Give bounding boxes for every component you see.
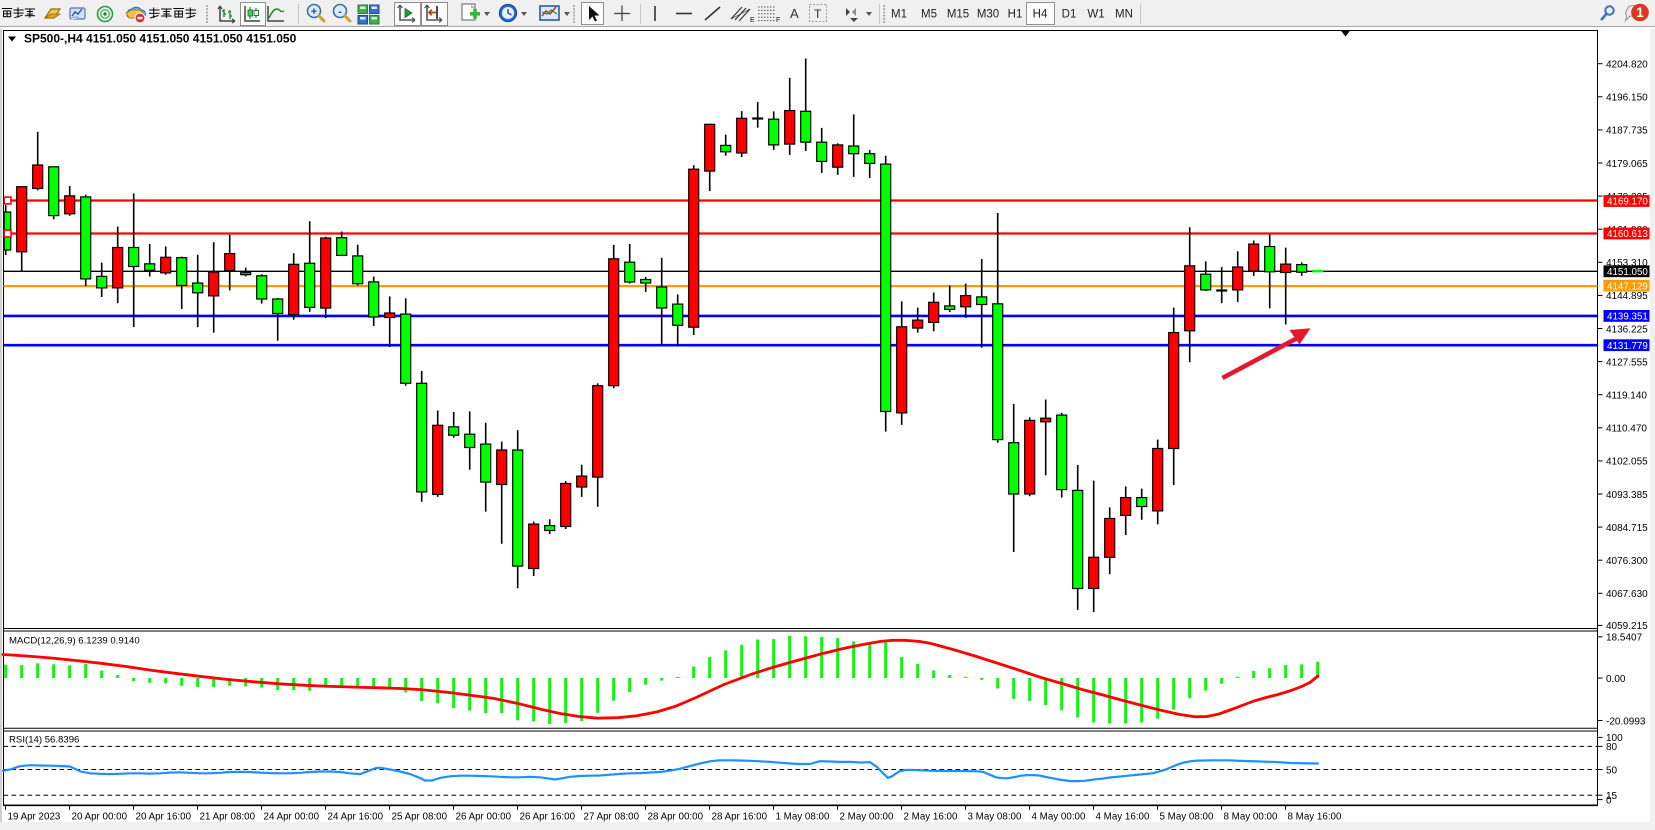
- svg-text:50: 50: [1606, 765, 1618, 776]
- svg-text:4093.385: 4093.385: [1606, 490, 1648, 501]
- svg-text:4119.140: 4119.140: [1606, 391, 1647, 402]
- svg-text:4127.555: 4127.555: [1606, 357, 1648, 368]
- svg-text:M1: M1: [891, 9, 907, 21]
- svg-text:24 Apr 16:00: 24 Apr 16:00: [328, 812, 384, 823]
- svg-text:28 Apr 00:00: 28 Apr 00:00: [648, 812, 704, 823]
- svg-text:15: 15: [1606, 791, 1618, 802]
- svg-text:28 Apr 16:00: 28 Apr 16:00: [712, 812, 768, 823]
- svg-text:4169.170: 4169.170: [1607, 197, 1648, 208]
- svg-text:8 May 16:00: 8 May 16:00: [1288, 812, 1342, 823]
- svg-text:20 Apr 00:00: 20 Apr 00:00: [72, 812, 128, 823]
- svg-text:4204.820: 4204.820: [1606, 60, 1648, 71]
- svg-text:W1: W1: [1087, 9, 1104, 21]
- svg-text:A: A: [790, 6, 799, 21]
- svg-text:+: +: [311, 6, 317, 18]
- svg-text:24 Apr 00:00: 24 Apr 00:00: [264, 812, 320, 823]
- svg-text:80: 80: [1606, 742, 1618, 753]
- svg-text:4187.735: 4187.735: [1606, 126, 1648, 137]
- svg-text:4102.055: 4102.055: [1606, 457, 1648, 468]
- svg-text:4076.300: 4076.300: [1606, 556, 1648, 567]
- svg-text:4 May 16:00: 4 May 16:00: [1096, 812, 1150, 823]
- svg-text:25 Apr 08:00: 25 Apr 08:00: [392, 812, 448, 823]
- svg-text:M30: M30: [977, 9, 999, 21]
- svg-text:4160.613: 4160.613: [1607, 229, 1648, 240]
- svg-text:4 May 00:00: 4 May 00:00: [1032, 812, 1086, 823]
- svg-text:4067.630: 4067.630: [1606, 589, 1648, 600]
- svg-text:4153.310: 4153.310: [1606, 258, 1648, 269]
- svg-text:100: 100: [1606, 733, 1623, 744]
- svg-text:18.5407: 18.5407: [1606, 633, 1643, 644]
- svg-text:SP500-,H4 4151.050 4151.050 4: SP500-,H4 4151.050 4151.050 4151.050 415…: [24, 32, 297, 46]
- svg-text:M5: M5: [921, 9, 937, 21]
- svg-text:21 Apr 08:00: 21 Apr 08:00: [200, 812, 256, 823]
- svg-text:-20.0993: -20.0993: [1606, 716, 1646, 727]
- svg-text:F: F: [776, 17, 780, 24]
- svg-text:0.00: 0.00: [1606, 674, 1626, 685]
- svg-text:MACD(12,26,9) 6.1239 0.9140: MACD(12,26,9) 6.1239 0.9140: [9, 636, 140, 647]
- svg-text:3 May 08:00: 3 May 08:00: [968, 812, 1022, 823]
- svg-text:2 May 16:00: 2 May 16:00: [904, 812, 958, 823]
- svg-text:8 May 00:00: 8 May 00:00: [1224, 812, 1278, 823]
- svg-text:1 May 08:00: 1 May 08:00: [776, 812, 830, 823]
- svg-text:4196.150: 4196.150: [1606, 93, 1648, 104]
- svg-text:MN: MN: [1115, 9, 1133, 21]
- svg-text:H1: H1: [1008, 9, 1023, 21]
- svg-text:2 May 00:00: 2 May 00:00: [840, 812, 894, 823]
- svg-text:M15: M15: [947, 9, 969, 21]
- svg-text:4131.779: 4131.779: [1607, 341, 1648, 352]
- svg-text:5 May 08:00: 5 May 08:00: [1160, 812, 1214, 823]
- svg-text:19 Apr 2023: 19 Apr 2023: [8, 812, 61, 823]
- svg-text:20 Apr 16:00: 20 Apr 16:00: [136, 812, 192, 823]
- svg-text:D1: D1: [1062, 9, 1077, 21]
- svg-text:4084.715: 4084.715: [1606, 523, 1648, 534]
- svg-text:E: E: [750, 17, 755, 24]
- svg-text:-: -: [338, 6, 342, 18]
- svg-text:RSI(14) 56.8396: RSI(14) 56.8396: [9, 735, 79, 746]
- svg-text:4110.470: 4110.470: [1606, 424, 1647, 435]
- svg-text:4179.065: 4179.065: [1606, 159, 1648, 170]
- svg-text:T: T: [814, 7, 822, 21]
- svg-text:4136.225: 4136.225: [1606, 324, 1648, 335]
- svg-text:26 Apr 00:00: 26 Apr 00:00: [456, 812, 512, 823]
- svg-text:4059.215: 4059.215: [1606, 621, 1648, 632]
- svg-text:4147.129: 4147.129: [1607, 281, 1648, 292]
- svg-text:4139.351: 4139.351: [1607, 312, 1648, 323]
- svg-text:27 Apr 08:00: 27 Apr 08:00: [584, 812, 640, 823]
- svg-text:26 Apr 16:00: 26 Apr 16:00: [520, 812, 576, 823]
- svg-text:4151.050: 4151.050: [1607, 267, 1648, 278]
- svg-text:1: 1: [1636, 5, 1644, 20]
- svg-text:H4: H4: [1033, 9, 1048, 21]
- svg-text:4144.895: 4144.895: [1606, 291, 1648, 302]
- svg-text:0: 0: [1606, 795, 1612, 806]
